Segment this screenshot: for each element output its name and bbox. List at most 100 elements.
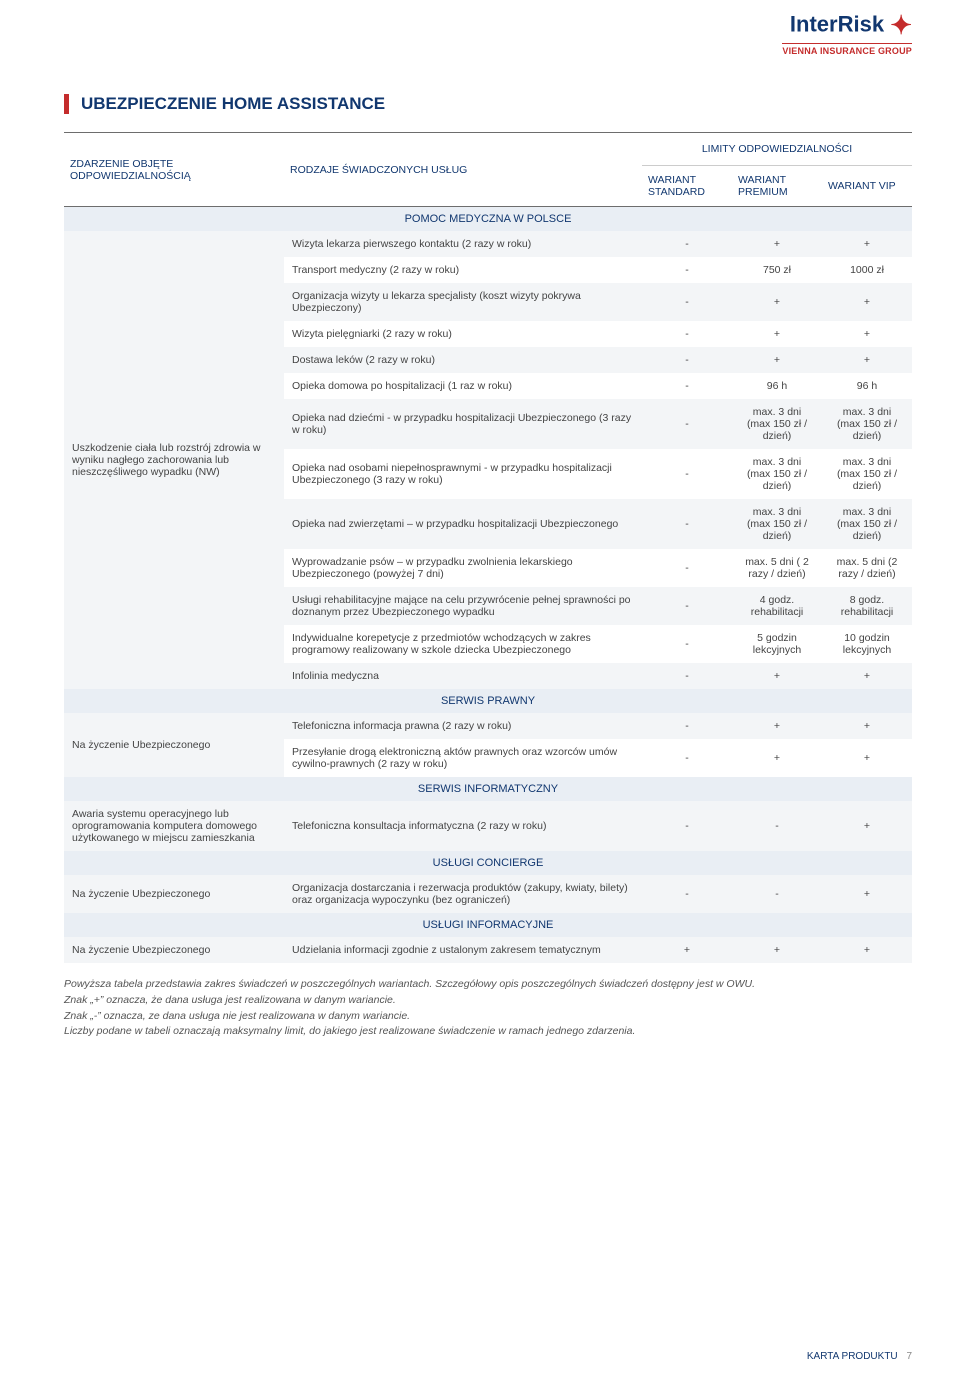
service-cell: Opieka nad dziećmi - w przypadku hospita… [284,399,642,449]
value-cell-std: + [642,937,732,963]
value-cell-prem: + [732,663,822,689]
service-cell: Infolinia medyczna [284,663,642,689]
page-number: 7 [906,1351,912,1362]
value-cell-prem: - [732,875,822,913]
service-cell: Indywidualne korepetycje z przedmiotów w… [284,625,642,663]
value-cell-std: - [642,713,732,739]
value-cell-std: - [642,499,732,549]
footnote-line: Liczby podane w tabeli oznaczają maksyma… [64,1024,912,1040]
table-row: Na życzenie UbezpieczonegoUdzielania inf… [64,937,912,963]
th-wariant-std: WARIANT STANDARD [642,166,732,207]
value-cell-vip: 10 godzin lekcyjnych [822,625,912,663]
value-cell-std: - [642,231,732,257]
section-header: SERWIS PRAWNY [64,689,912,713]
service-cell: Udzielania informacji zgodnie z ustalony… [284,937,642,963]
value-cell-std: - [642,549,732,587]
value-cell-vip: 8 godz. rehabilitacji [822,587,912,625]
value-cell-std: - [642,449,732,499]
th-services: RODZAJE ŚWIADCZONYCH USŁUG [284,133,642,207]
value-cell-vip: 96 h [822,373,912,399]
footnotes: Powyższa tabela przedstawia zakres świad… [64,977,912,1040]
section-header: USŁUGI INFORMACYJNE [64,913,912,937]
value-cell-vip: 1000 zł [822,257,912,283]
value-cell-vip: + [822,663,912,689]
value-cell-std: - [642,739,732,777]
value-cell-prem: - [732,801,822,851]
value-cell-prem: max. 3 dni (max 150 zł / dzień) [732,449,822,499]
brand-subtitle: VIENNA INSURANCE GROUP [782,43,912,56]
value-cell-vip: + [822,801,912,851]
page-footer: KARTA PRODUKTU 7 [807,1351,912,1362]
event-cell: Na życzenie Ubezpieczonego [64,713,284,777]
brand-name-part1: Inter [790,11,838,36]
value-cell-std: - [642,399,732,449]
value-cell-vip: max. 3 dni (max 150 zł / dzień) [822,399,912,449]
value-cell-std: - [642,875,732,913]
value-cell-vip: max. 3 dni (max 150 zł / dzień) [822,449,912,499]
value-cell-prem: + [732,937,822,963]
service-cell: Opieka nad zwierzętami – w przypadku hos… [284,499,642,549]
event-cell: Na życzenie Ubezpieczonego [64,875,284,913]
event-cell: Na życzenie Ubezpieczonego [64,937,284,963]
th-wariant-prem: WARIANT PREMIUM [732,166,822,207]
value-cell-vip: + [822,739,912,777]
value-cell-std: - [642,321,732,347]
value-cell-vip: + [822,875,912,913]
value-cell-std: - [642,257,732,283]
value-cell-std: - [642,625,732,663]
value-cell-std: - [642,587,732,625]
service-cell: Transport medyczny (2 razy w roku) [284,257,642,283]
value-cell-prem: 750 zł [732,257,822,283]
value-cell-prem: 4 godz. rehabilitacji [732,587,822,625]
value-cell-std: - [642,373,732,399]
service-cell: Telefoniczna konsultacja informatyczna (… [284,801,642,851]
table-row: Na życzenie UbezpieczonegoOrganizacja do… [64,875,912,913]
service-cell: Wyprowadzanie psów – w przypadku zwolnie… [284,549,642,587]
value-cell-prem: + [732,231,822,257]
service-cell: Organizacja wizyty u lekarza specjalisty… [284,283,642,321]
value-cell-prem: 96 h [732,373,822,399]
footnote-line: Znak „-” oznacza, ze dana usługa nie jes… [64,1009,912,1025]
event-cell: Uszkodzenie ciała lub rozstrój zdrowia w… [64,231,284,689]
value-cell-prem: + [732,321,822,347]
value-cell-vip: + [822,937,912,963]
event-cell: Awaria systemu operacyjnego lub oprogram… [64,801,284,851]
section-header: SERWIS INFORMATYCZNY [64,777,912,801]
footer-label: KARTA PRODUKTU [807,1351,898,1362]
page-title: UBEZPIECZENIE HOME ASSISTANCE [64,94,912,114]
section-header: USŁUGI CONCIERGE [64,851,912,875]
service-cell: Usługi rehabilitacyjne mające na celu pr… [284,587,642,625]
service-cell: Dostawa leków (2 razy w roku) [284,347,642,373]
service-cell: Organizacja dostarczania i rezerwacja pr… [284,875,642,913]
value-cell-std: - [642,283,732,321]
value-cell-prem: max. 3 dni (max 150 zł / dzień) [732,399,822,449]
th-limits-group: LIMITY ODPOWIEDZIALNOŚCI [642,133,912,166]
value-cell-vip: + [822,321,912,347]
service-cell: Przesyłanie drogą elektroniczną aktów pr… [284,739,642,777]
service-cell: Telefoniczna informacja prawna (2 razy w… [284,713,642,739]
value-cell-std: - [642,347,732,373]
section-header: POMOC MEDYCZNA W POLSCE [64,207,912,232]
th-wariant-vip: WARIANT VIP [822,166,912,207]
value-cell-prem: + [732,347,822,373]
value-cell-prem: 5 godzin lekcyjnych [732,625,822,663]
footnote-line: Znak „+” oznacza, że dana usługa jest re… [64,993,912,1009]
table-row: Awaria systemu operacyjnego lub oprogram… [64,801,912,851]
brand-logo: InterRisk ✦ VIENNA INSURANCE GROUP [782,10,912,56]
table-row: Na życzenie UbezpieczonegoTelefoniczna i… [64,713,912,739]
value-cell-std: - [642,801,732,851]
value-cell-prem: max. 5 dni ( 2 razy / dzień) [732,549,822,587]
value-cell-prem: + [732,739,822,777]
value-cell-vip: + [822,283,912,321]
coverage-table: ZDARZENIE OBJĘTE ODPOWIEDZIALNOŚCIĄ RODZ… [64,132,912,963]
brand-name-part2: Risk [838,11,884,36]
value-cell-vip: max. 3 dni (max 150 zł / dzień) [822,499,912,549]
value-cell-vip: max. 5 dni (2 razy / dzień) [822,549,912,587]
brand-glyph-icon: ✦ [890,10,912,40]
service-cell: Opieka nad osobami niepełnosprawnymi - w… [284,449,642,499]
value-cell-prem: + [732,713,822,739]
value-cell-prem: max. 3 dni (max 150 zł / dzień) [732,499,822,549]
th-event: ZDARZENIE OBJĘTE ODPOWIEDZIALNOŚCIĄ [64,133,284,207]
value-cell-vip: + [822,713,912,739]
footnote-line: Powyższa tabela przedstawia zakres świad… [64,977,912,993]
